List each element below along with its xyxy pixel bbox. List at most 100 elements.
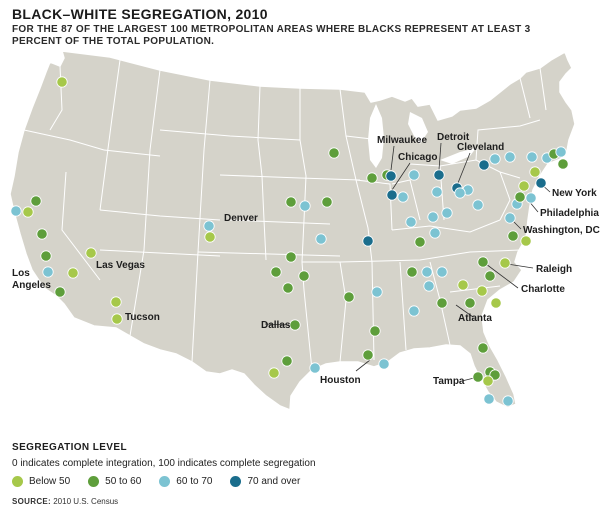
metro-dot [502, 395, 514, 407]
state-border [391, 219, 501, 233]
state-border [99, 249, 221, 257]
metro-dot [378, 358, 390, 370]
metro-dot [408, 305, 420, 317]
metro-dot [529, 166, 541, 178]
leader-line [457, 152, 471, 184]
state-border [475, 119, 541, 161]
metro-dot [56, 76, 68, 88]
metro-dots [10, 76, 569, 407]
metro-dot [281, 355, 293, 367]
leader-line [485, 263, 519, 289]
leader-line [355, 359, 371, 372]
metro-dot [518, 180, 530, 192]
city-label: Denver [224, 213, 258, 224]
metro-dot [298, 270, 310, 282]
us-outline [9, 50, 576, 412]
metro-dot [482, 375, 494, 387]
metro-dot [268, 367, 280, 379]
metro-dot [477, 342, 489, 354]
legend-item-60-to-70: 60 to 70 [159, 476, 212, 487]
leader-line [390, 145, 395, 171]
state-border [339, 249, 521, 263]
metro-dot [10, 205, 22, 217]
metro-dot [30, 195, 42, 207]
metro-dot [362, 349, 374, 361]
leader-line [506, 263, 534, 269]
metro-dot [397, 191, 409, 203]
metro-dot [499, 257, 511, 269]
city-label: Charlotte [521, 284, 565, 295]
metro-dot [429, 227, 441, 239]
metro-dot [477, 256, 489, 268]
metro-dot [299, 200, 311, 212]
state-border [302, 261, 347, 363]
metro-dot [421, 266, 433, 278]
metro-dot [408, 169, 420, 181]
leader-line [438, 142, 442, 171]
metro-dot [433, 169, 445, 181]
state-border [257, 85, 267, 261]
city-label: Tampa [433, 376, 465, 387]
state-border [61, 171, 101, 281]
metro-dot [457, 279, 469, 291]
metro-dot [535, 177, 547, 189]
state-border [129, 69, 161, 337]
metro-dot [478, 159, 490, 171]
city-label: Detroit [437, 132, 470, 143]
city-label: Atlanta [458, 313, 492, 324]
city-label: Houston [320, 375, 361, 386]
metro-dot [204, 231, 216, 243]
page-subtitle: FOR THE 87 OF THE LARGEST 100 METROPOLIT… [12, 24, 531, 47]
city-label: Chicago [398, 152, 437, 163]
city-label: Dallas [261, 320, 291, 331]
city-label: Los Angeles [12, 268, 51, 291]
state-border [499, 171, 511, 221]
metro-dot [405, 216, 417, 228]
metro-dot [385, 170, 397, 182]
metro-dot [436, 297, 448, 309]
page-title: BLACK–WHITE SEGREGATION, 2010 [12, 6, 268, 22]
metro-dot [414, 236, 426, 248]
metro-dot [40, 250, 52, 262]
state-border [345, 135, 381, 141]
metro-dot [557, 158, 569, 170]
state-border [197, 251, 341, 257]
metro-dot [427, 211, 439, 223]
metro-dot [406, 266, 418, 278]
metro-dot [504, 212, 516, 224]
metro-dot [315, 233, 327, 245]
metro-dot [472, 199, 484, 211]
legend-label: 70 and over [247, 476, 301, 487]
legend-swatch [159, 476, 171, 487]
city-label: Raleigh [536, 264, 572, 275]
metro-dot [110, 296, 122, 308]
metro-dot [514, 191, 526, 203]
legend-swatch [230, 476, 242, 487]
legend-description: 0 indicates complete integration, 100 in… [12, 458, 316, 469]
legend-label: Below 50 [29, 476, 71, 487]
metro-dot [484, 270, 496, 282]
metro-dot [441, 207, 453, 219]
metro-dot [328, 147, 340, 159]
metro-dot [436, 266, 448, 278]
metro-dot [362, 235, 374, 247]
legend: Below 50 50 to 60 60 to 70 70 and over [12, 476, 300, 487]
legend-title: SEGREGATION LEVEL [12, 442, 127, 453]
lake-erie [440, 148, 476, 164]
metro-dot [36, 228, 48, 240]
source-label: SOURCE: [12, 497, 51, 506]
state-border [219, 174, 361, 181]
metro-dot [423, 280, 435, 292]
metro-dot [67, 267, 79, 279]
state-border [519, 77, 531, 119]
metro-dot [483, 393, 495, 405]
state-border [449, 285, 501, 293]
metro-dot [386, 189, 398, 201]
lake-michigan [368, 104, 384, 168]
state-border [371, 261, 375, 361]
metro-dot [321, 196, 333, 208]
state-border [399, 261, 407, 351]
legend-item-below-50: Below 50 [12, 476, 70, 487]
